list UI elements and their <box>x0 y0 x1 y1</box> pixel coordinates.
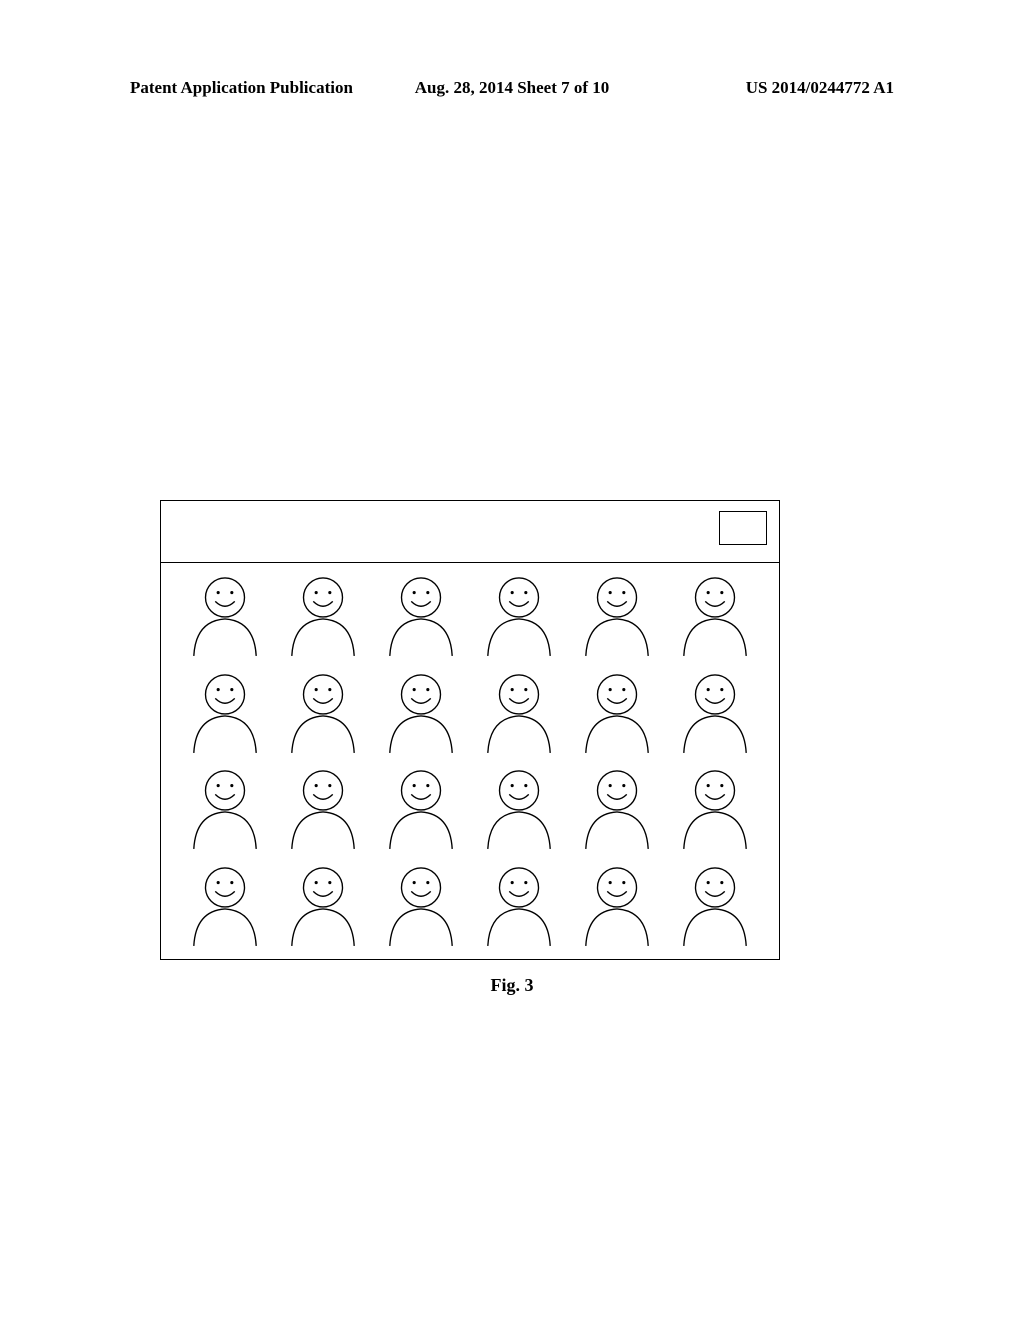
header-patent-number: US 2014/0244772 A1 <box>746 78 894 98</box>
person-icon <box>578 765 656 851</box>
titlebar-button-box <box>719 511 767 545</box>
person-icon <box>382 765 460 851</box>
person-icon <box>578 669 656 755</box>
person-icon <box>480 765 558 851</box>
person-icon <box>284 862 362 948</box>
person-icon <box>480 669 558 755</box>
person-icon <box>186 669 264 755</box>
figure-window <box>160 500 780 960</box>
person-icon <box>480 572 558 658</box>
figure-titlebar <box>161 501 779 563</box>
person-icon <box>382 862 460 948</box>
grid-cell <box>181 571 269 660</box>
grid-cell <box>279 668 367 757</box>
person-icon <box>578 862 656 948</box>
person-icon <box>676 765 754 851</box>
person-icon <box>284 669 362 755</box>
person-icon <box>186 862 264 948</box>
grid-cell <box>671 668 759 757</box>
header-publication: Patent Application Publication <box>130 78 353 98</box>
grid-cell <box>377 861 465 950</box>
person-icon <box>676 669 754 755</box>
page-header: Patent Application Publication Aug. 28, … <box>0 78 1024 98</box>
person-icon <box>578 572 656 658</box>
grid-cell <box>181 861 269 950</box>
grid-cell <box>671 764 759 853</box>
grid-cell <box>573 668 661 757</box>
grid-cell <box>377 668 465 757</box>
person-icon <box>382 669 460 755</box>
grid-cell <box>377 764 465 853</box>
grid-cell <box>475 668 563 757</box>
grid-cell <box>671 571 759 660</box>
person-icon <box>284 572 362 658</box>
header-date-sheet: Aug. 28, 2014 Sheet 7 of 10 <box>415 78 610 98</box>
grid-cell <box>475 861 563 950</box>
grid-cell <box>181 764 269 853</box>
grid-cell <box>573 764 661 853</box>
grid-cell <box>573 571 661 660</box>
grid-cell <box>279 764 367 853</box>
grid-cell <box>475 764 563 853</box>
person-icon <box>382 572 460 658</box>
grid-cell <box>377 571 465 660</box>
person-icon <box>676 862 754 948</box>
grid-cell <box>279 861 367 950</box>
person-icon <box>186 572 264 658</box>
person-grid <box>181 571 759 949</box>
figure-caption: Fig. 3 <box>0 975 1024 996</box>
person-icon <box>480 862 558 948</box>
person-icon <box>676 572 754 658</box>
grid-cell <box>475 571 563 660</box>
person-icon <box>284 765 362 851</box>
grid-cell <box>279 571 367 660</box>
grid-cell <box>573 861 661 950</box>
grid-cell <box>671 861 759 950</box>
grid-cell <box>181 668 269 757</box>
person-icon <box>186 765 264 851</box>
